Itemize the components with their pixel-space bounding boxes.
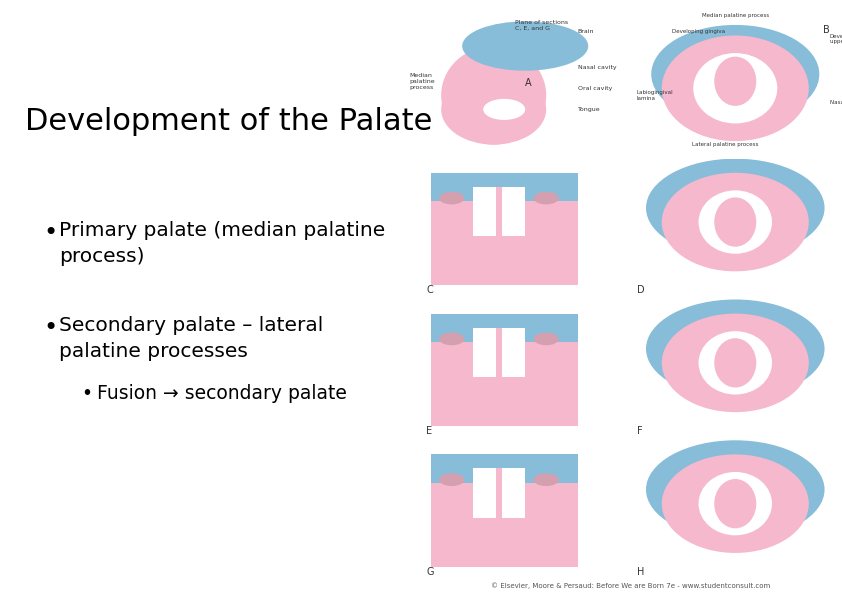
Ellipse shape	[439, 192, 464, 204]
Ellipse shape	[651, 25, 819, 123]
Ellipse shape	[534, 192, 559, 204]
Text: G: G	[426, 567, 434, 577]
Text: H: H	[637, 567, 644, 577]
Text: Secondary palate – lateral
palatine processes: Secondary palate – lateral palatine proc…	[59, 316, 323, 361]
Ellipse shape	[714, 57, 756, 106]
Bar	[430, 454, 578, 483]
Text: Plane of sections
C, E, and G: Plane of sections C, E, and G	[514, 20, 568, 30]
Ellipse shape	[439, 473, 464, 486]
Ellipse shape	[462, 21, 589, 71]
Text: Nasal septum: Nasal septum	[830, 100, 842, 105]
Text: Developing gingiva: Developing gingiva	[672, 29, 725, 35]
Text: B: B	[823, 25, 830, 35]
Bar	[472, 328, 525, 377]
Text: Labiogingival
lamina: Labiogingival lamina	[637, 90, 673, 101]
Text: D: D	[637, 285, 644, 295]
Text: Median palatine process: Median palatine process	[701, 13, 769, 17]
Bar	[430, 313, 578, 342]
Text: Lateral palatine process: Lateral palatine process	[691, 142, 758, 147]
Bar	[496, 187, 502, 236]
Bar	[430, 173, 578, 201]
Ellipse shape	[714, 338, 756, 387]
Ellipse shape	[439, 333, 464, 345]
Text: Tongue: Tongue	[578, 107, 600, 112]
Bar	[472, 187, 525, 236]
Bar	[472, 468, 525, 518]
Ellipse shape	[534, 333, 559, 345]
Bar	[496, 328, 502, 377]
Ellipse shape	[646, 159, 824, 257]
Ellipse shape	[714, 197, 756, 247]
Text: Brain: Brain	[578, 29, 594, 35]
Ellipse shape	[662, 173, 809, 271]
Bar	[430, 454, 578, 567]
Text: Development of the Palate: Development of the Palate	[25, 107, 433, 136]
Ellipse shape	[699, 190, 772, 254]
Ellipse shape	[646, 440, 824, 539]
Bar	[430, 313, 578, 426]
Ellipse shape	[646, 299, 824, 398]
Bar	[496, 468, 502, 518]
Ellipse shape	[693, 53, 777, 123]
Text: •: •	[44, 221, 58, 244]
Text: Fusion → secondary palate: Fusion → secondary palate	[97, 384, 347, 403]
Text: •: •	[82, 384, 93, 403]
Text: © Elsevier, Moore & Persaud: Before We are Born 7e - www.studentconsult.com: © Elsevier, Moore & Persaud: Before We a…	[491, 582, 770, 589]
Ellipse shape	[441, 74, 546, 145]
Text: Nasal cavity: Nasal cavity	[578, 64, 616, 70]
Ellipse shape	[662, 454, 809, 553]
Bar	[430, 173, 578, 285]
Text: Median
palatine
process: Median palatine process	[410, 73, 435, 89]
Ellipse shape	[483, 99, 525, 120]
Text: A: A	[525, 78, 532, 88]
Ellipse shape	[441, 46, 546, 145]
Ellipse shape	[662, 313, 809, 412]
Text: Oral cavity: Oral cavity	[578, 86, 612, 91]
Text: C: C	[426, 285, 434, 295]
Ellipse shape	[534, 473, 559, 486]
Ellipse shape	[699, 472, 772, 535]
Text: E: E	[426, 426, 433, 436]
Ellipse shape	[662, 36, 809, 141]
Text: F: F	[637, 426, 642, 436]
Text: Primary palate (median palatine
process): Primary palate (median palatine process)	[59, 221, 385, 266]
Ellipse shape	[699, 331, 772, 395]
Text: Developing
upper lip: Developing upper lip	[830, 33, 842, 44]
Text: •: •	[44, 316, 58, 340]
Ellipse shape	[714, 479, 756, 528]
